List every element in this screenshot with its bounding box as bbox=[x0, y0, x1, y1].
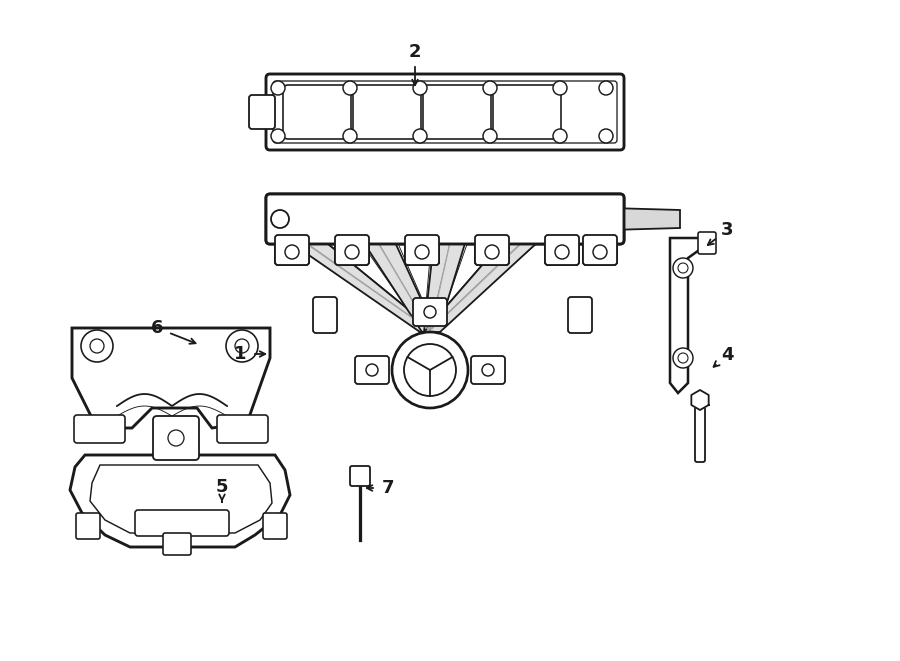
Text: 4: 4 bbox=[721, 346, 734, 364]
Circle shape bbox=[553, 129, 567, 143]
Circle shape bbox=[415, 245, 429, 259]
Circle shape bbox=[168, 430, 184, 446]
FancyBboxPatch shape bbox=[405, 235, 439, 265]
FancyBboxPatch shape bbox=[413, 298, 447, 326]
FancyBboxPatch shape bbox=[335, 235, 369, 265]
FancyBboxPatch shape bbox=[275, 235, 309, 265]
FancyBboxPatch shape bbox=[266, 74, 624, 150]
Circle shape bbox=[271, 129, 285, 143]
Circle shape bbox=[345, 245, 359, 259]
Circle shape bbox=[285, 245, 299, 259]
Polygon shape bbox=[287, 240, 436, 332]
Text: 2: 2 bbox=[409, 43, 421, 61]
Circle shape bbox=[285, 245, 299, 259]
Circle shape bbox=[483, 81, 497, 95]
Circle shape bbox=[415, 245, 429, 259]
FancyBboxPatch shape bbox=[475, 235, 509, 265]
Polygon shape bbox=[691, 390, 708, 410]
Polygon shape bbox=[362, 240, 436, 332]
Polygon shape bbox=[424, 240, 466, 332]
Circle shape bbox=[271, 81, 285, 95]
Polygon shape bbox=[72, 328, 270, 428]
FancyBboxPatch shape bbox=[76, 513, 100, 539]
FancyBboxPatch shape bbox=[353, 85, 421, 139]
Circle shape bbox=[555, 245, 569, 259]
Polygon shape bbox=[360, 240, 436, 332]
Circle shape bbox=[81, 330, 113, 362]
FancyBboxPatch shape bbox=[153, 416, 199, 460]
Circle shape bbox=[343, 81, 357, 95]
FancyBboxPatch shape bbox=[263, 513, 287, 539]
Circle shape bbox=[593, 245, 607, 259]
Text: 3: 3 bbox=[721, 221, 734, 239]
FancyBboxPatch shape bbox=[266, 194, 624, 244]
Circle shape bbox=[271, 210, 289, 228]
Polygon shape bbox=[424, 240, 540, 332]
Circle shape bbox=[226, 330, 258, 362]
Circle shape bbox=[599, 81, 613, 95]
Circle shape bbox=[392, 332, 468, 408]
FancyBboxPatch shape bbox=[695, 402, 705, 462]
Circle shape bbox=[413, 81, 427, 95]
FancyBboxPatch shape bbox=[163, 533, 191, 555]
FancyBboxPatch shape bbox=[350, 466, 370, 486]
Circle shape bbox=[366, 364, 378, 376]
Circle shape bbox=[424, 306, 436, 318]
Circle shape bbox=[678, 263, 688, 273]
FancyBboxPatch shape bbox=[217, 415, 268, 443]
Polygon shape bbox=[424, 240, 468, 332]
FancyBboxPatch shape bbox=[583, 235, 617, 265]
Text: 7: 7 bbox=[382, 479, 394, 497]
FancyBboxPatch shape bbox=[335, 235, 369, 265]
FancyBboxPatch shape bbox=[405, 235, 439, 265]
Circle shape bbox=[673, 348, 693, 368]
Circle shape bbox=[485, 245, 499, 259]
Circle shape bbox=[678, 353, 688, 363]
Circle shape bbox=[345, 245, 359, 259]
Circle shape bbox=[555, 245, 569, 259]
Polygon shape bbox=[424, 240, 540, 332]
FancyBboxPatch shape bbox=[423, 85, 491, 139]
Polygon shape bbox=[70, 455, 290, 547]
Polygon shape bbox=[424, 240, 540, 332]
Circle shape bbox=[404, 344, 456, 396]
Polygon shape bbox=[424, 240, 468, 332]
Circle shape bbox=[343, 129, 357, 143]
FancyBboxPatch shape bbox=[493, 85, 561, 139]
Circle shape bbox=[593, 245, 607, 259]
Circle shape bbox=[271, 210, 289, 228]
Text: 5: 5 bbox=[216, 478, 229, 496]
FancyBboxPatch shape bbox=[275, 235, 309, 265]
Polygon shape bbox=[287, 240, 436, 332]
FancyBboxPatch shape bbox=[266, 194, 624, 244]
FancyBboxPatch shape bbox=[475, 235, 509, 265]
FancyBboxPatch shape bbox=[545, 235, 579, 265]
Circle shape bbox=[485, 245, 499, 259]
FancyBboxPatch shape bbox=[471, 356, 505, 384]
Circle shape bbox=[90, 339, 104, 353]
FancyBboxPatch shape bbox=[249, 95, 275, 129]
FancyBboxPatch shape bbox=[568, 297, 592, 333]
FancyBboxPatch shape bbox=[583, 235, 617, 265]
FancyBboxPatch shape bbox=[698, 232, 716, 254]
Text: 1: 1 bbox=[234, 345, 247, 363]
FancyBboxPatch shape bbox=[545, 235, 579, 265]
Circle shape bbox=[483, 129, 497, 143]
Circle shape bbox=[482, 364, 494, 376]
Text: 6: 6 bbox=[151, 319, 163, 337]
FancyBboxPatch shape bbox=[355, 356, 389, 384]
Circle shape bbox=[599, 129, 613, 143]
FancyBboxPatch shape bbox=[135, 510, 229, 536]
Polygon shape bbox=[360, 240, 436, 332]
Circle shape bbox=[235, 339, 249, 353]
Circle shape bbox=[413, 129, 427, 143]
FancyBboxPatch shape bbox=[313, 297, 337, 333]
Circle shape bbox=[673, 258, 693, 278]
Polygon shape bbox=[287, 240, 436, 332]
Polygon shape bbox=[670, 238, 702, 393]
FancyBboxPatch shape bbox=[74, 415, 125, 443]
FancyBboxPatch shape bbox=[283, 85, 351, 139]
Polygon shape bbox=[610, 208, 680, 230]
Circle shape bbox=[553, 81, 567, 95]
